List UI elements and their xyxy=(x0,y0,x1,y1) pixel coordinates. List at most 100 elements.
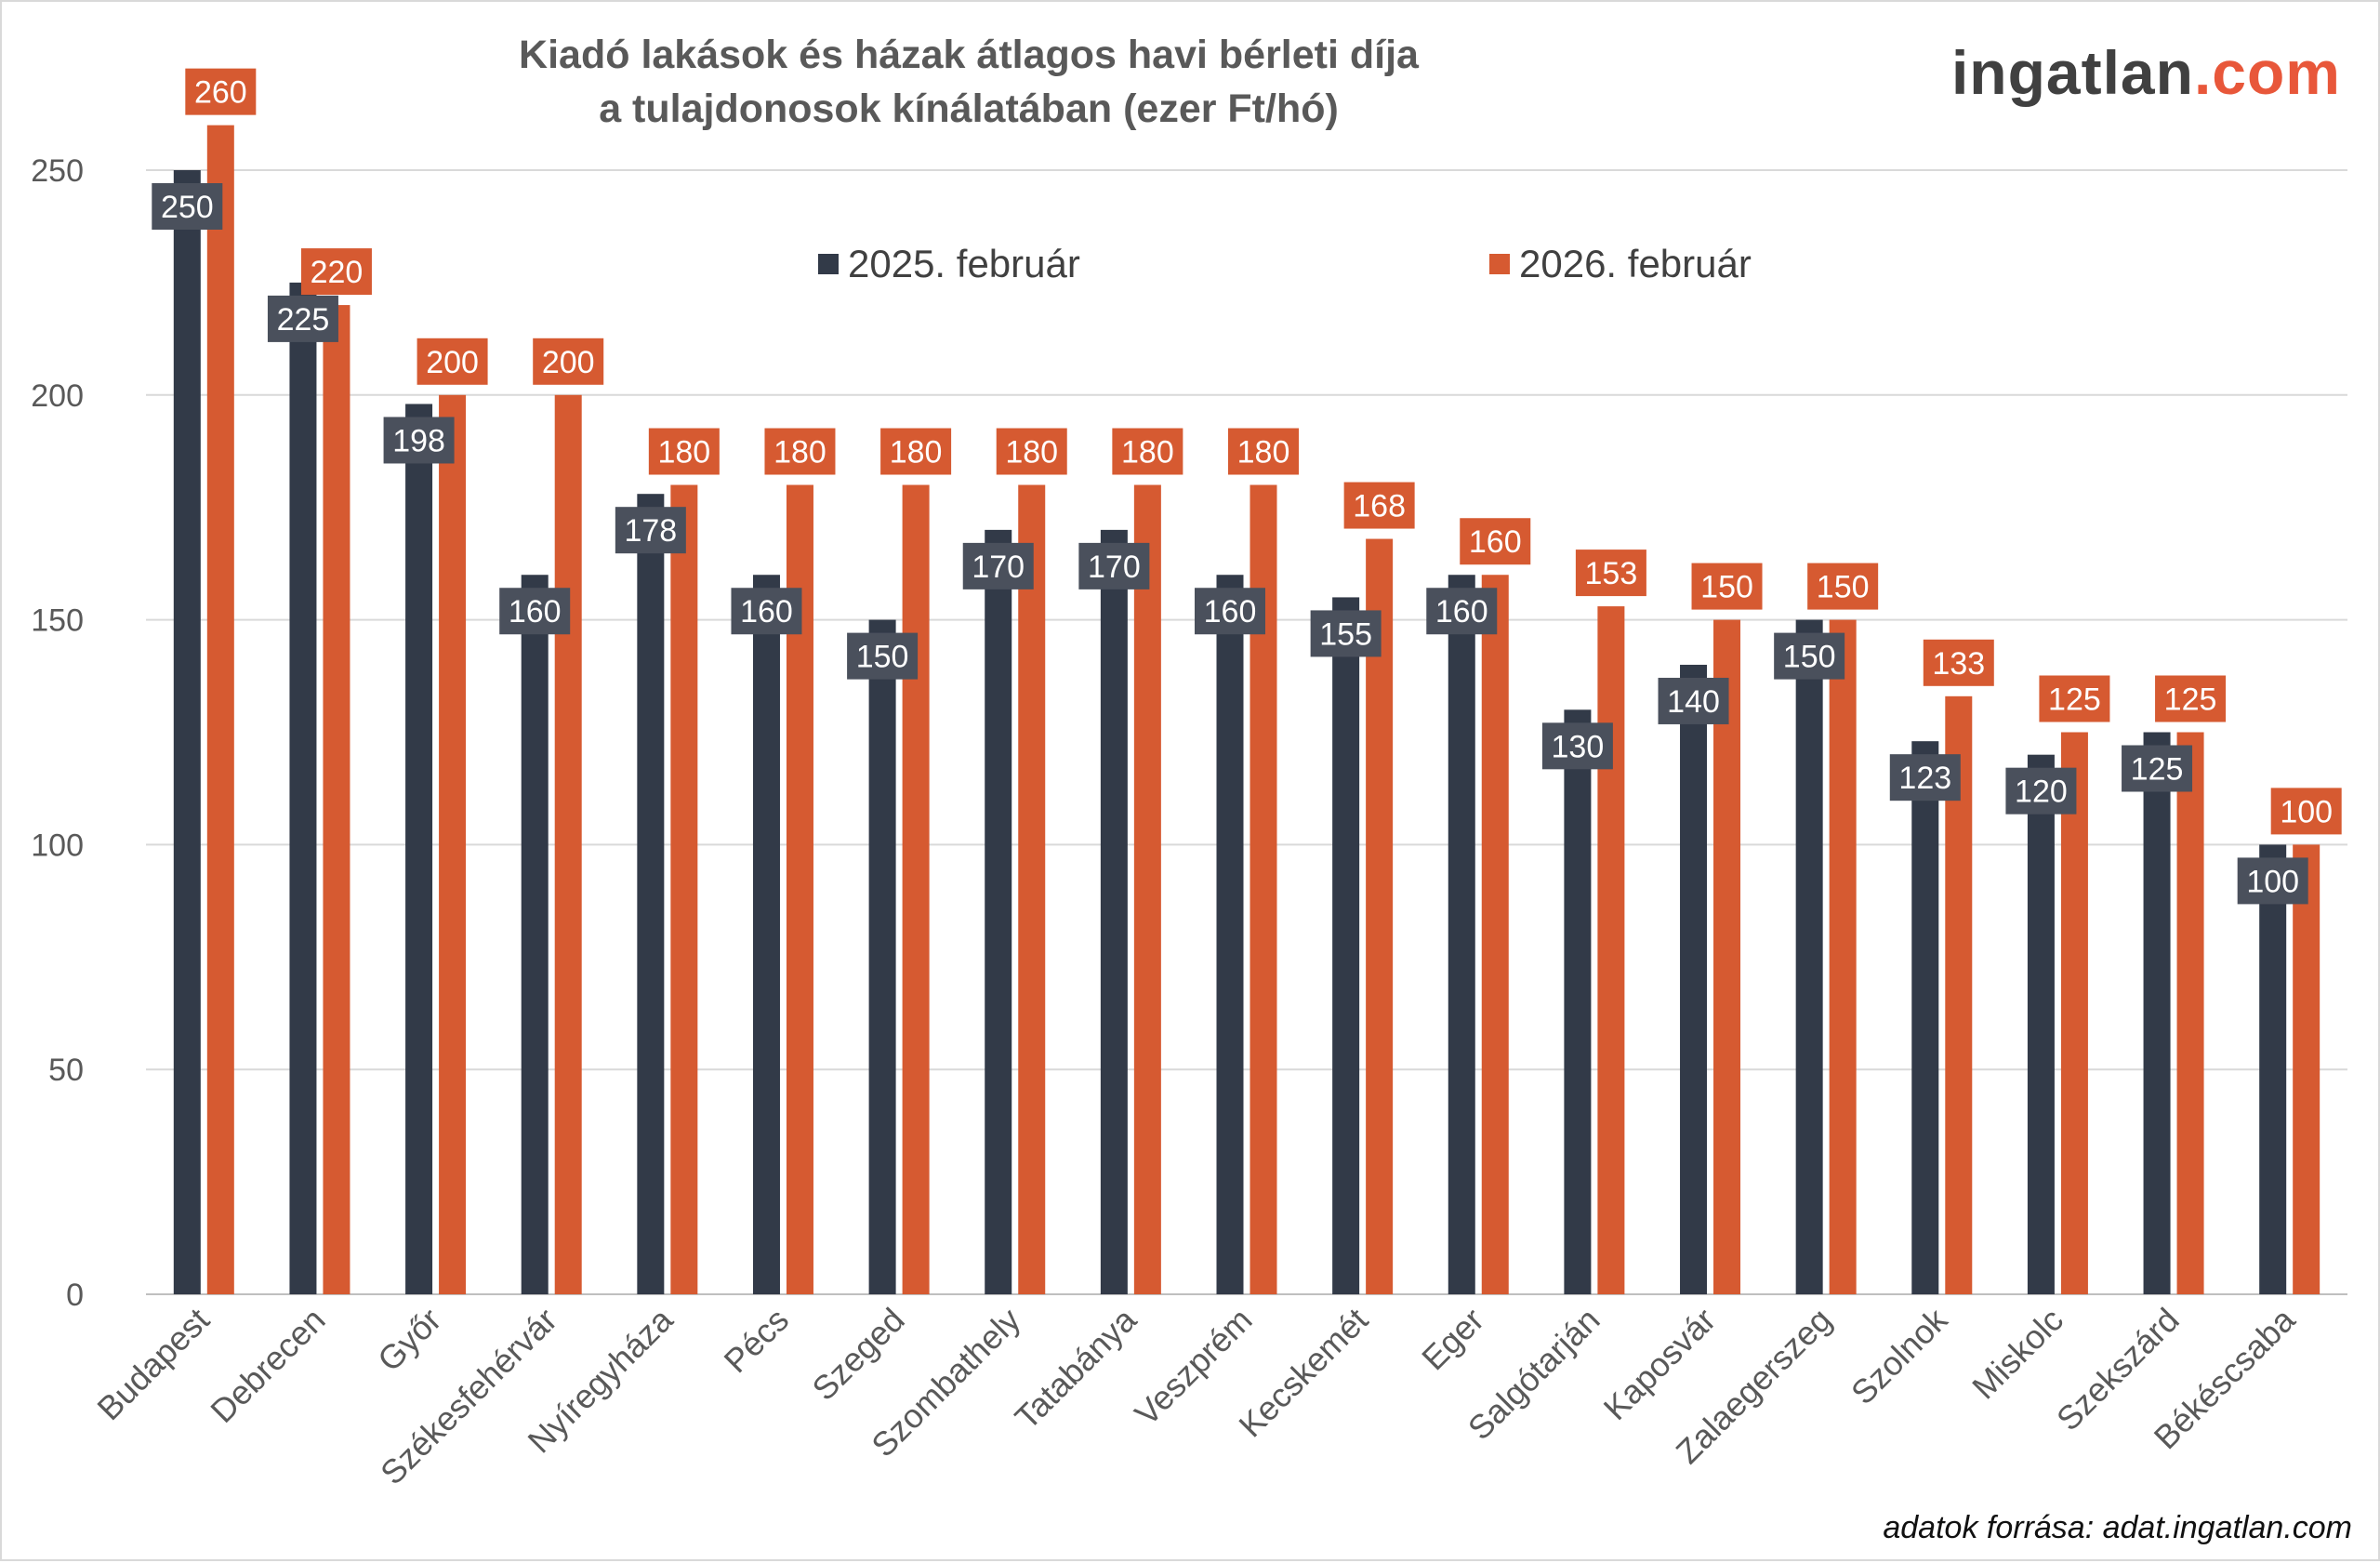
y-tick-label: 0 xyxy=(66,1278,84,1313)
data-label-2026-box xyxy=(416,338,488,385)
bar-2025 xyxy=(1911,741,1939,1294)
data-label-2025: 120 xyxy=(2015,775,2068,810)
data-label-2026-box xyxy=(996,428,1067,475)
x-tick-label: Miskolc xyxy=(1964,1301,2070,1407)
data-label-2026: 150 xyxy=(1817,570,1870,605)
data-label-2025-box xyxy=(1310,610,1382,657)
data-label-2025-box xyxy=(615,507,686,554)
data-label-2026-box xyxy=(2039,675,2110,722)
data-label-2025: 170 xyxy=(972,550,1025,585)
x-tick-label: Tatabánya xyxy=(1008,1300,1144,1437)
bar-2025 xyxy=(405,404,433,1294)
x-tick-label: Győr xyxy=(370,1301,448,1379)
data-label-2026-box xyxy=(1575,550,1646,597)
bar-2026 xyxy=(554,394,582,1294)
data-label-2026: 133 xyxy=(1932,646,1985,682)
bar-2026 xyxy=(1481,575,1509,1294)
data-label-2026-box xyxy=(1112,428,1183,475)
data-label-2026: 100 xyxy=(2280,794,2333,829)
bar-2025 xyxy=(752,575,780,1294)
data-label-2025: 225 xyxy=(277,302,330,338)
bar-2025 xyxy=(1795,619,1823,1294)
title-line-1: Kiadó lakások és házak átlagos havi bérl… xyxy=(519,33,1419,77)
legend-label-2025: 2025. február xyxy=(848,242,1080,285)
data-label-2026-box xyxy=(1228,428,1299,475)
data-label-2025: 150 xyxy=(856,640,909,675)
legend-swatch-2026 xyxy=(1489,254,1510,274)
bar-2025 xyxy=(2143,732,2171,1294)
data-label-2026: 180 xyxy=(1121,435,1174,470)
data-label-2026-box xyxy=(1691,563,1763,610)
bar-2025 xyxy=(637,494,665,1294)
data-label-2026: 168 xyxy=(1353,489,1406,524)
data-label-2025: 160 xyxy=(1435,594,1488,629)
data-label-2025: 178 xyxy=(624,513,677,549)
y-tick-label: 100 xyxy=(31,828,84,863)
data-label-2026-box xyxy=(1343,482,1415,529)
bar-2026 xyxy=(670,484,698,1294)
data-label-2025-box xyxy=(2237,857,2308,905)
bar-2025 xyxy=(985,529,1012,1294)
x-tick-label: Szeged xyxy=(804,1301,911,1408)
data-label-2026: 180 xyxy=(1237,435,1290,470)
bar-2025 xyxy=(1680,664,1708,1294)
data-label-2025-box xyxy=(152,183,223,230)
bar-2026 xyxy=(2060,732,2088,1294)
data-label-2025: 250 xyxy=(161,190,214,225)
data-label-2025-box xyxy=(1658,677,1729,724)
data-label-2026: 125 xyxy=(2164,682,2217,718)
bar-2026 xyxy=(1713,619,1741,1294)
y-tick-label: 150 xyxy=(31,603,84,639)
data-label-2025-box xyxy=(731,588,802,635)
data-label-2026: 125 xyxy=(2048,682,2101,718)
data-label-2026-box xyxy=(764,428,836,475)
data-label-2025-box xyxy=(1426,588,1498,635)
bar-2026 xyxy=(1133,484,1161,1294)
data-label-2025-box xyxy=(847,632,919,680)
bar-2025 xyxy=(1448,575,1475,1294)
data-label-2025: 130 xyxy=(1552,729,1605,764)
bar-2026 xyxy=(1018,484,1046,1294)
logo-suffix: .com xyxy=(2193,38,2341,107)
data-label-2026: 260 xyxy=(194,75,247,111)
bar-2026 xyxy=(206,125,234,1294)
data-label-2025: 140 xyxy=(1667,684,1720,720)
source-note: adatok forrása: adat.ingatlan.com xyxy=(1883,1510,2352,1545)
x-tick-label: Szolnok xyxy=(1844,1300,1955,1411)
data-label-2025: 123 xyxy=(1898,761,1951,796)
data-label-2026-box xyxy=(648,428,720,475)
data-label-2026: 150 xyxy=(1700,570,1753,605)
bar-2026 xyxy=(902,484,930,1294)
data-label-2026-box xyxy=(2270,788,2342,835)
logo-main: ingatlan xyxy=(1950,38,2194,107)
data-label-2026: 180 xyxy=(890,435,943,470)
bar-2026 xyxy=(1597,606,1625,1294)
data-label-2026: 160 xyxy=(1469,524,1522,560)
data-label-2025: 160 xyxy=(1204,594,1257,629)
bar-2026 xyxy=(323,305,350,1295)
bar-2025 xyxy=(521,575,549,1294)
chart-title: Kiadó lakások és házak átlagos havi bérl… xyxy=(2,28,1936,136)
x-tick-label: Budapest xyxy=(89,1301,217,1428)
data-label-2025-box xyxy=(1078,542,1150,589)
data-label-2026-box xyxy=(1923,639,1994,686)
y-tick-label: 200 xyxy=(31,378,84,414)
data-label-2026: 180 xyxy=(774,435,826,470)
bar-2026 xyxy=(2293,844,2320,1294)
data-label-2025-box xyxy=(962,542,1034,589)
data-label-2026: 180 xyxy=(657,435,710,470)
data-label-2026: 180 xyxy=(1005,435,1058,470)
x-tick-label: Eger xyxy=(1414,1301,1491,1378)
data-label-2025: 160 xyxy=(740,594,793,629)
x-tick-label: Debrecen xyxy=(203,1301,332,1430)
bar-2026 xyxy=(439,394,467,1294)
bar-2025 xyxy=(2027,754,2055,1294)
y-tick-label: 250 xyxy=(31,153,84,189)
data-label-2026-box xyxy=(1460,518,1531,565)
bar-2025 xyxy=(1564,709,1592,1294)
legend-item-2026: 2026. február xyxy=(1489,242,1752,286)
data-label-2025-box xyxy=(2122,745,2193,792)
data-label-2026-box xyxy=(880,428,952,475)
data-label-2025-box xyxy=(2005,767,2077,815)
